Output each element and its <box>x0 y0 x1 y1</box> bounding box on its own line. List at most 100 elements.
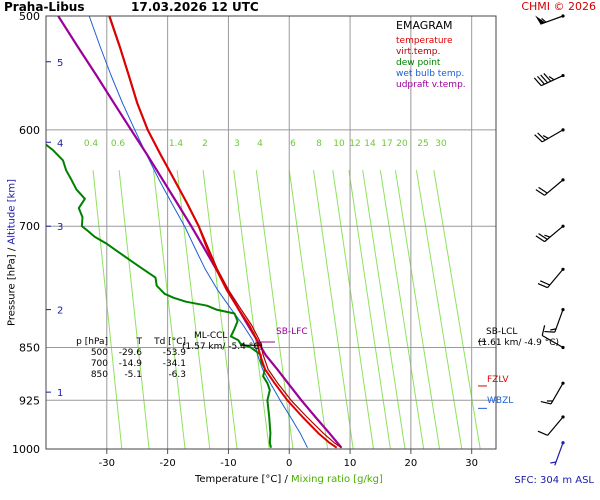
sb-lfc-label: SB-LFC <box>276 327 308 337</box>
y-axis-title: Pressure [hPa] / Altitude [km] <box>7 163 18 343</box>
altitude-tick-label: 1 <box>57 388 63 399</box>
mixing-ratio-label: 4 <box>257 139 263 149</box>
table-cell: 850 <box>90 370 108 380</box>
mixing-ratio-label: 6 <box>290 139 296 149</box>
table-cell: 700 <box>90 359 108 369</box>
mixing-ratio-line <box>288 170 329 450</box>
table-row: 850 -5.1 -6.3 <box>76 370 186 381</box>
temperature-tick-label: 30 <box>465 458 478 469</box>
temperature-tick-label: -10 <box>220 458 236 469</box>
mixing-ratio-label: 3 <box>234 139 240 149</box>
legend-virt-temp: virt.temp. <box>396 47 441 57</box>
x-title-mixing: Mixing ratio [g/kg] <box>291 474 383 485</box>
table-header-t: T <box>136 337 143 347</box>
pressure-tick-label: 1000 <box>12 443 40 456</box>
mixing-ratio-line <box>415 170 463 450</box>
wind-barb <box>535 14 565 25</box>
mixing-ratio-label: 17 <box>381 139 392 149</box>
ml-ccl-label: ML-CCL <box>194 331 228 341</box>
mixing-ratio-label: 2 <box>202 139 208 149</box>
x-axis-title: Temperature [°C] / Mixing ratio [g/kg] <box>195 474 383 485</box>
sb-lcl-detail: (1.61 km/ -4.9 °C) <box>478 338 559 348</box>
x-title-sep: / <box>281 474 292 485</box>
plot-frame <box>45 15 497 450</box>
table-cell: 500 <box>90 348 108 358</box>
mixing-ratio-label: 0.4 <box>84 139 99 149</box>
temperature-tick-label: 20 <box>404 458 417 469</box>
pressure-tick-label: 700 <box>19 220 40 233</box>
table-row: 700 -14.9 -34.1 <box>76 359 186 370</box>
legend-title: EMAGRAM <box>396 19 453 32</box>
mixing-ratio-label: 25 <box>417 139 428 149</box>
temperature-tick-label: -30 <box>99 458 115 469</box>
mixing-ratio-line <box>233 170 270 450</box>
mixing-ratio-line <box>332 170 374 450</box>
legend-wet-bulb: wet bulb temp. <box>396 69 465 79</box>
wind-barb <box>537 267 565 289</box>
mixing-ratio-line <box>118 170 150 450</box>
ml-ccl-detail: (1.57 km/ -5.4 °C) <box>182 342 263 352</box>
surface-info: SFC: 304 m ASL <box>514 475 594 486</box>
sb-lcl-label: SB-LCL <box>486 327 518 337</box>
mixing-ratio-line <box>379 170 425 450</box>
altitude-tick-label: 3 <box>57 222 63 233</box>
mixing-ratio-line <box>176 170 211 450</box>
mixing-ratio-line <box>362 170 406 450</box>
mixing-ratio-label: 30 <box>435 139 447 149</box>
mixing-ratio-label: 20 <box>396 139 408 149</box>
table-header: p [hPa] T Td [°C] <box>76 337 186 348</box>
mixing-ratio-label: 10 <box>333 139 345 149</box>
summary-table: p [hPa] T Td [°C] 500 -29.6 -53.9 700 -14.9 -3… <box>76 337 186 381</box>
pressure-tick-label: 850 <box>19 341 40 354</box>
wind-barb <box>541 325 565 350</box>
mixing-ratio-line <box>394 170 441 450</box>
x-title-temperature: Temperature [°C] <box>195 474 282 485</box>
mixing-ratio-line <box>313 170 354 450</box>
wind-barb <box>537 415 565 436</box>
legend-dew-point: dew point <box>396 58 441 68</box>
legend-temperature: temperature <box>396 36 453 46</box>
mixing-ratio-line <box>348 170 391 450</box>
wind-barb <box>534 128 565 143</box>
table-header-td: Td [°C] <box>154 337 186 347</box>
wind-barb <box>533 73 565 87</box>
mixing-ratio-line <box>255 170 294 450</box>
credit-text: CHMI © 2026 <box>521 0 596 13</box>
mixing-ratio-line <box>153 170 186 450</box>
temperature-tick-label: -20 <box>159 458 175 469</box>
table-cell: -53.9 <box>162 348 186 358</box>
station-name: Praha-Libus <box>4 0 85 14</box>
wind-barb <box>535 224 565 243</box>
series-wet-bulb-temp <box>88 16 308 448</box>
series-virt-temp <box>109 16 342 449</box>
mixing-ratio-line <box>92 170 123 450</box>
mixing-ratio-label: 1.4 <box>169 139 184 149</box>
mixing-ratio-label: 8 <box>316 139 322 149</box>
fzlv-label: FZLV <box>487 375 509 385</box>
y-title-altitude: Altitude [km] <box>6 178 18 245</box>
y-title-pressure: Pressure [hPa] <box>6 254 18 327</box>
legend-updraft: udpraft v.temp. <box>396 80 466 90</box>
y-title-sep: / <box>6 244 18 255</box>
wbzl-label: WBZL <box>487 396 514 406</box>
table-cell: -29.6 <box>118 348 142 358</box>
sounding-datetime: 17.03.2026 12 UTC <box>131 0 259 14</box>
table-header-p: p [hPa] <box>76 337 108 347</box>
temperature-tick-label: 10 <box>344 458 357 469</box>
altitude-tick-label: 5 <box>57 58 63 69</box>
mixing-ratio-label: 0.6 <box>111 139 126 149</box>
table-cell: -14.9 <box>118 359 142 369</box>
mixing-ratio-label: 12 <box>349 139 360 149</box>
pressure-tick-label: 925 <box>19 394 40 407</box>
table-cell: -34.1 <box>162 359 186 369</box>
pressure-tick-label: 600 <box>19 124 40 137</box>
mixing-ratio-line <box>433 170 481 450</box>
table-cell: -6.3 <box>168 370 186 380</box>
temperature-tick-label: 0 <box>286 458 292 469</box>
altitude-tick-label: 4 <box>57 138 63 149</box>
series-temperature <box>108 16 338 449</box>
altitude-tick-label: 2 <box>57 306 63 317</box>
table-row: 500 -29.6 -53.9 <box>76 348 186 359</box>
wind-barb <box>540 381 565 405</box>
